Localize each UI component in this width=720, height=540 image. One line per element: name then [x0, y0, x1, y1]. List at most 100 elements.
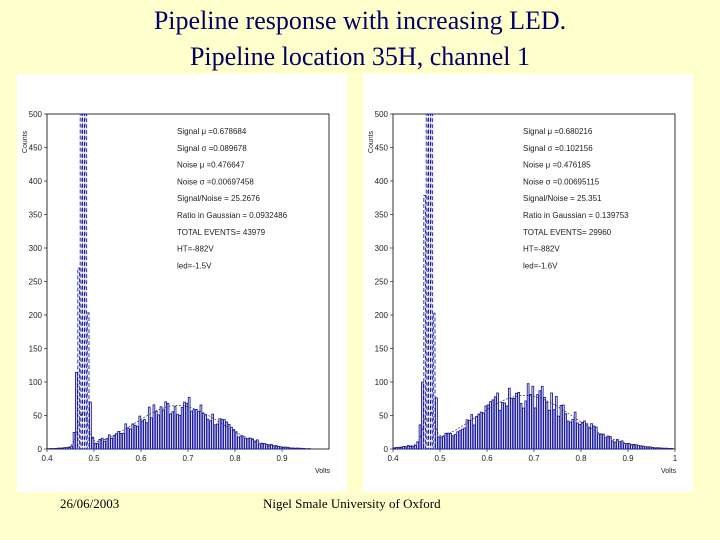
- histogram-bar: [522, 407, 525, 450]
- stats-line: HT=-882V: [523, 245, 560, 254]
- histogram-bar: [70, 445, 73, 450]
- histogram-bar: [573, 411, 577, 450]
- histogram-bar: [524, 400, 528, 450]
- histogram-bar: [616, 438, 619, 450]
- histogram-bar: [96, 443, 99, 450]
- histogram-bar: [411, 445, 415, 450]
- x-tick-label: 1: [673, 454, 678, 463]
- histogram-bar: [510, 397, 514, 450]
- stats-line: Noise σ =0.00697458: [177, 177, 254, 186]
- histogram-bar: [470, 414, 474, 450]
- histogram-bar: [213, 424, 217, 450]
- histogram-bar: [218, 418, 222, 450]
- histogram-bar: [211, 413, 215, 450]
- histogram-bar: [611, 440, 615, 450]
- histogram-bar: [503, 402, 506, 450]
- histogram-bar: [150, 417, 153, 450]
- histogram-bar: [136, 425, 139, 450]
- histogram-bar: [587, 427, 591, 450]
- stats-line: Signal/Noise = 25.2676: [177, 194, 261, 203]
- histogram-bar: [562, 404, 565, 450]
- histogram-bar: [507, 387, 511, 450]
- histogram-bar: [418, 424, 422, 450]
- histogram-bar: [248, 437, 252, 450]
- histogram-bar: [98, 439, 102, 450]
- histogram-bar: [206, 418, 210, 450]
- histogram-bar: [536, 394, 539, 450]
- histogram-bar: [253, 441, 257, 450]
- histogram-bar: [124, 423, 128, 450]
- histogram-bar: [199, 404, 203, 450]
- histogram-bar: [244, 438, 247, 450]
- histogram-bar: [421, 381, 424, 450]
- histogram-bar: [112, 435, 116, 450]
- histogram-bar: [107, 434, 111, 450]
- histogram-bar: [583, 420, 586, 450]
- x-axis-label: Volts: [661, 468, 677, 475]
- y-tick-label: 500: [29, 110, 43, 119]
- histogram-bar: [159, 406, 163, 450]
- y-tick-label: 250: [29, 278, 43, 287]
- histogram-bar: [630, 444, 633, 450]
- histogram-bar: [531, 385, 535, 450]
- y-axis-label: Counts: [22, 130, 29, 153]
- histogram-bar: [185, 402, 189, 450]
- histogram-bar: [406, 445, 410, 450]
- y-tick-label: 400: [375, 177, 389, 186]
- y-tick-label: 200: [29, 311, 43, 320]
- fit-curve: [392, 395, 675, 449]
- histogram-bar: [625, 443, 629, 450]
- x-tick-label: 0.9: [622, 454, 634, 463]
- histogram-bar: [580, 421, 584, 450]
- stats-line: led=-1.6V: [523, 261, 558, 270]
- histogram-bar: [479, 411, 483, 450]
- histogram-bar: [460, 428, 464, 450]
- histogram-bar: [489, 401, 492, 450]
- y-axis-label: Counts: [368, 130, 375, 153]
- histogram-bar: [613, 441, 617, 450]
- histogram-bar: [529, 393, 532, 450]
- histogram-bar: [623, 443, 626, 450]
- x-tick-label: 0.4: [387, 454, 399, 463]
- histogram-bar: [641, 445, 645, 450]
- histogram-bar: [223, 419, 226, 450]
- histogram-bar: [606, 435, 610, 450]
- histogram-bar: [604, 437, 608, 450]
- y-tick-label: 500: [375, 110, 389, 119]
- histogram-bar: [437, 436, 441, 450]
- histogram-bar: [232, 429, 236, 450]
- y-tick-label: 150: [29, 345, 43, 354]
- histogram-bar: [152, 404, 156, 450]
- footer-date: 26/06/2003: [60, 496, 120, 511]
- histogram-bar: [634, 444, 638, 450]
- histogram-bar: [435, 397, 438, 450]
- y-tick-label: 300: [29, 244, 43, 253]
- stats-line: Signal μ =0.678684: [177, 127, 247, 136]
- x-tick-label: 0.4: [41, 454, 53, 463]
- histogram-bar: [208, 420, 212, 450]
- histogram-bar: [279, 446, 283, 450]
- histogram-bar: [176, 413, 179, 450]
- histogram-bar: [122, 432, 125, 450]
- histogram-bar: [93, 442, 97, 450]
- histogram-bar: [468, 419, 471, 450]
- histogram-bar: [409, 446, 412, 450]
- histogram-bar: [493, 396, 497, 450]
- histogram-bar: [58, 447, 62, 450]
- stats-line: Noise σ =0.00695115: [523, 177, 600, 186]
- histogram-bar: [627, 443, 631, 450]
- histogram-bar: [197, 411, 200, 450]
- histogram-bar: [456, 431, 459, 450]
- histogram-bar: [496, 392, 499, 450]
- histogram-bar: [656, 447, 659, 450]
- histogram-bar: [545, 401, 549, 450]
- x-tick-label: 0.6: [135, 454, 147, 463]
- histogram-bar: [173, 406, 177, 450]
- stats-line: HT=-882V: [177, 245, 214, 254]
- histogram-bar: [227, 423, 231, 450]
- histogram-bar: [241, 436, 245, 450]
- y-tick-label: 0: [38, 445, 43, 454]
- histogram-bar: [89, 401, 92, 450]
- histogram-bar: [484, 405, 488, 450]
- histogram-bar: [578, 423, 582, 450]
